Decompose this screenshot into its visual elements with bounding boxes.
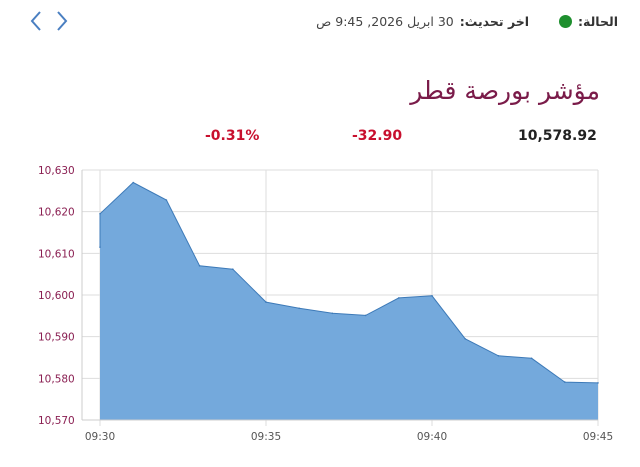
x-tick-label: 09:30 — [85, 431, 115, 443]
data-point — [132, 181, 134, 184]
data-point — [431, 295, 433, 297]
index-change-percent: -0.31% — [205, 128, 260, 144]
y-tick-label: 10,590 — [38, 332, 75, 344]
data-point — [364, 314, 367, 317]
data-point — [99, 246, 101, 248]
x-tick-label: 09:40 — [417, 431, 447, 443]
data-point — [232, 268, 234, 271]
x-tick-label: 09:35 — [251, 431, 281, 443]
status-indicator — [559, 15, 573, 28]
page-title: مؤشر بورصة قطر — [410, 76, 600, 105]
y-tick-label: 10,600 — [38, 290, 75, 302]
data-point — [530, 357, 533, 360]
y-tick-label: 10,580 — [38, 373, 75, 385]
last-update-value: 30 ابريل 2026, 9:45 ص — [316, 14, 454, 29]
data-point — [564, 381, 566, 383]
status-label: الحالة: — [578, 14, 618, 29]
data-point — [497, 355, 500, 357]
chevron-left-icon[interactable] — [28, 8, 44, 34]
chart-axes: 10,570 10,580 10,590 10,600 10,610 10,620 10,6… — [38, 165, 613, 443]
status-bar: الحالة: اخر تحديث: 30 ابريل 2026, 9:45 ص — [316, 14, 618, 29]
last-update-label: اخر تحديث: — [459, 14, 530, 29]
index-value: 10,578.92 — [518, 128, 597, 144]
data-point — [265, 301, 267, 303]
navigation-arrows — [28, 8, 70, 34]
y-tick-label: 10,610 — [38, 248, 75, 260]
data-point — [165, 199, 168, 201]
data-point — [298, 307, 301, 310]
x-tick-label: 09:45 — [583, 431, 613, 443]
data-point — [398, 297, 400, 299]
y-tick-label: 10,630 — [38, 165, 75, 177]
y-tick-label: 10,570 — [38, 415, 75, 427]
chevron-right-icon[interactable] — [54, 8, 70, 34]
index-change: -32.90 — [352, 128, 403, 144]
y-tick-label: 10,620 — [38, 207, 75, 219]
data-point — [464, 338, 467, 340]
data-point — [99, 213, 101, 215]
data-point — [331, 312, 334, 315]
data-point — [198, 265, 201, 267]
series-area — [100, 182, 598, 420]
chart-plot — [99, 181, 599, 420]
data-point — [597, 382, 599, 384]
